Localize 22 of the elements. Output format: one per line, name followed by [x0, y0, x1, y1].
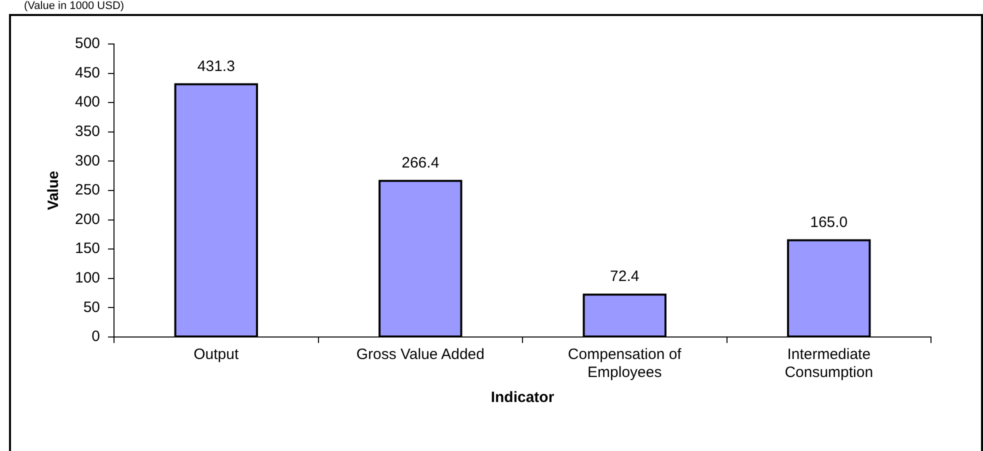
- chart-subtitle: (Value in 1000 USD): [24, 0, 124, 12]
- y-tick-label: 250: [74, 182, 100, 199]
- y-tick-label: 50: [83, 298, 100, 316]
- data-label: 266.4: [402, 154, 440, 172]
- y-tick-label: 500: [74, 35, 100, 52]
- data-label: 165.0: [810, 214, 848, 231]
- x-tick-label: Gross Value Added: [356, 346, 484, 364]
- y-tick-label: 450: [74, 64, 100, 82]
- y-tick-label: 300: [74, 152, 100, 170]
- x-tick-label: Output: [194, 346, 240, 364]
- y-axis-title: Value: [45, 170, 62, 210]
- y-tick-label: 350: [74, 123, 100, 140]
- x-tick-label: Intermediate Consumption: [784, 346, 874, 382]
- x-tick-label: Compensation of Employees: [568, 346, 682, 382]
- y-tick-label: 0: [92, 328, 100, 346]
- data-label: 72.4: [610, 268, 640, 286]
- data-label: 431.3: [197, 58, 235, 75]
- y-tick-label: 200: [74, 210, 100, 228]
- y-tick-label: 150: [74, 240, 100, 258]
- x-axis-title: Indicator: [490, 389, 554, 406]
- y-tick-label: 100: [74, 270, 100, 287]
- y-tick-label: 400: [74, 94, 100, 111]
